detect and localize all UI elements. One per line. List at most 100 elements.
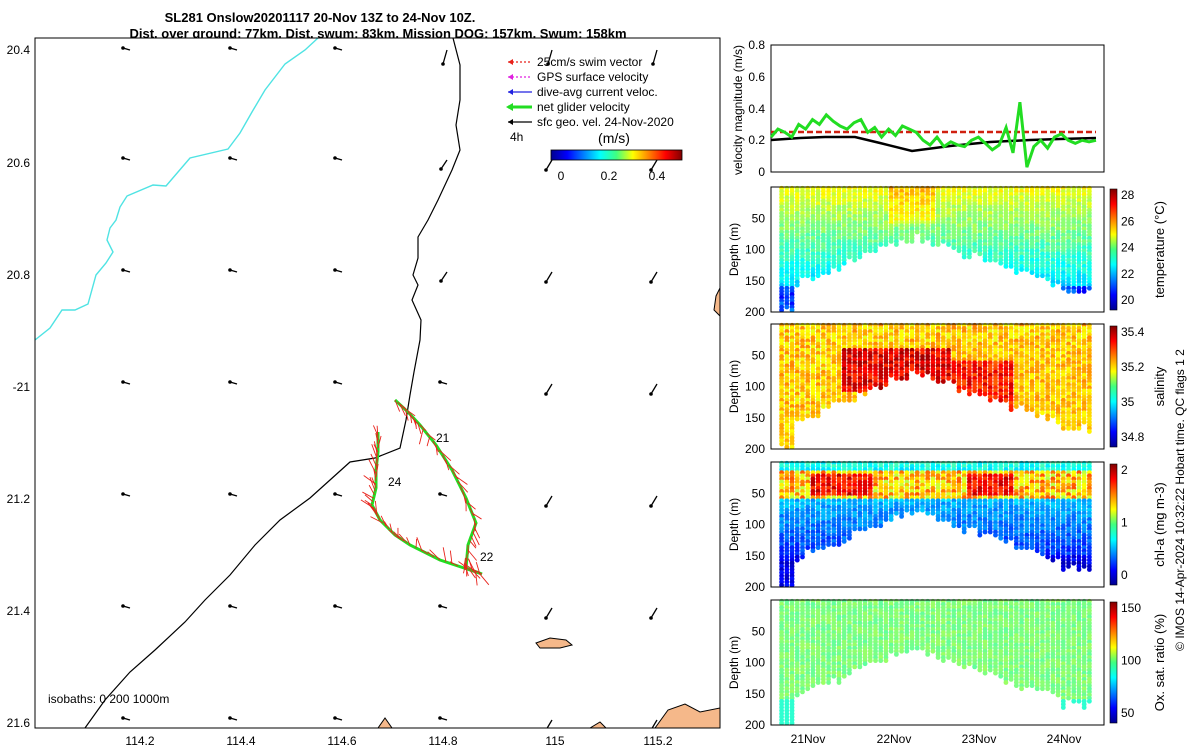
- profile-point: [957, 523, 962, 528]
- profile-point: [983, 530, 988, 535]
- lat-tick: 20.6: [7, 156, 31, 170]
- profile-point: [962, 255, 967, 260]
- profile-point: [904, 508, 909, 513]
- profile-point: [816, 545, 821, 550]
- profile-point: [910, 367, 915, 372]
- profile-point: [946, 517, 951, 522]
- colorbar-tick: 35.4: [1121, 325, 1145, 339]
- profile-point: [1066, 289, 1071, 294]
- profile-point: [821, 404, 826, 409]
- map-title-line1: SL281 Onslow20201117 20-Nov 13Z to 24-No…: [165, 10, 476, 25]
- profile-point: [977, 251, 982, 256]
- profile-point: [1056, 555, 1061, 560]
- profile-point: [899, 514, 904, 519]
- profile-point: [852, 398, 857, 403]
- profile-point: [941, 239, 946, 244]
- colorbar-label: salinity: [1152, 366, 1167, 406]
- profile-point: [1035, 273, 1040, 278]
- profile-point: [983, 258, 988, 263]
- profile-point: [920, 239, 925, 244]
- lon-tick: 114.2: [125, 734, 154, 748]
- profile-point: [930, 511, 935, 516]
- profile-point: [1050, 413, 1055, 418]
- profile-point: [1004, 539, 1009, 544]
- profile-point: [1071, 426, 1076, 431]
- profile-point: [925, 236, 930, 241]
- profile-point: [993, 395, 998, 400]
- profile-point: [805, 545, 810, 550]
- profile-point: [936, 517, 941, 522]
- profile-point: [1045, 276, 1050, 281]
- profile-point: [1030, 407, 1035, 412]
- profile-point: [899, 376, 904, 381]
- profile-point: [894, 376, 899, 381]
- colorbar-tick: 20: [1121, 293, 1135, 307]
- profile-point: [889, 517, 894, 522]
- profile-point: [1045, 555, 1050, 560]
- depth-tick: 50: [752, 486, 766, 500]
- profile-point: [842, 261, 847, 266]
- lat-tick: 20.4: [7, 43, 31, 57]
- vel-axis-label: velocity magnitude (m/s): [731, 45, 745, 175]
- profile-point: [920, 373, 925, 378]
- profile-point: [805, 413, 810, 418]
- colorbar-label: temperature (°C): [1152, 201, 1167, 298]
- profile-point: [993, 533, 998, 538]
- colorbar-tick: 22: [1121, 267, 1135, 281]
- profile-point: [821, 270, 826, 275]
- profile-point: [800, 555, 805, 560]
- profile-point: [899, 236, 904, 241]
- profile-point: [1040, 410, 1045, 415]
- profile-point: [1014, 270, 1019, 275]
- profile-point: [1066, 564, 1071, 569]
- profile-point: [878, 523, 883, 528]
- panel-colorbar: [1110, 326, 1117, 447]
- profile-point: [1050, 558, 1055, 563]
- colorbar-tick: 0: [558, 169, 565, 183]
- profile-point: [795, 283, 800, 288]
- profile-point: [930, 242, 935, 247]
- panel-colorbar: [1110, 464, 1117, 585]
- profile-point: [894, 511, 899, 516]
- profile-point: [967, 255, 972, 260]
- day-label: 21: [436, 431, 450, 445]
- profile-point: [873, 248, 878, 253]
- vel-tick: 0: [758, 165, 765, 179]
- profile-point: [1030, 270, 1035, 275]
- profile-point: [915, 230, 920, 235]
- profile-point: [1056, 280, 1061, 285]
- profile-point: [873, 523, 878, 528]
- profile-point: [847, 536, 852, 541]
- isobaths-label: isobaths: 0 200 1000m: [48, 692, 169, 706]
- colorbar-tick: 26: [1121, 214, 1135, 228]
- profile-point: [962, 530, 967, 535]
- day-label: 24: [388, 475, 402, 489]
- map-panel: 20.4 20.6 20.8 -21 21.2 21.4 21.6 114.2 …: [7, 38, 720, 748]
- profile-point: [1004, 264, 1009, 269]
- profile-point: [957, 388, 962, 393]
- depth-tick: 50: [752, 211, 766, 225]
- profile-point: [826, 542, 831, 547]
- profile-point: [1035, 548, 1040, 553]
- profile-point: [910, 511, 915, 516]
- profile-point: [826, 270, 831, 275]
- profile-point: [889, 239, 894, 244]
- profile-point: [1019, 267, 1024, 272]
- profile-point: [811, 548, 816, 553]
- profile-point: [998, 398, 1003, 403]
- depth-tick: 150: [745, 549, 765, 563]
- lat-tick: -21: [13, 380, 31, 394]
- profile-point: [1077, 567, 1082, 572]
- profile-point: [1009, 407, 1014, 412]
- profile-point: [946, 376, 951, 381]
- depth-tick: 200: [745, 580, 765, 594]
- profile-point: [967, 523, 972, 528]
- profile-point: [816, 273, 821, 278]
- lon-tick: 115: [545, 734, 564, 748]
- profile-point: [1082, 564, 1087, 569]
- profile-point: [988, 530, 993, 535]
- profile-point: [993, 258, 998, 263]
- profile-point: [972, 388, 977, 393]
